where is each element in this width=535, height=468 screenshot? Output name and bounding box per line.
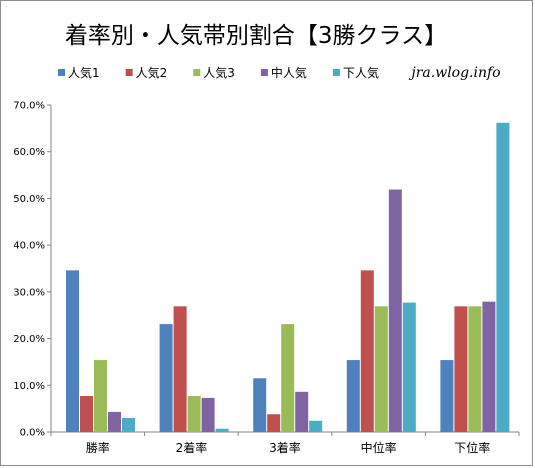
- bar-中人気-勝率: [108, 411, 121, 432]
- y-tick-label: 0.0%: [20, 428, 45, 439]
- bar-人気3-中位率: [374, 306, 388, 432]
- legend-swatch: [260, 69, 268, 76]
- legend-label: 人気2: [136, 65, 168, 80]
- bar-下人気-3着率: [309, 420, 323, 432]
- legend-label: 中人気: [271, 65, 307, 80]
- y-tick-label: 10.0%: [13, 381, 45, 392]
- bar-人気2-勝率: [80, 396, 93, 432]
- legend-swatch: [58, 69, 65, 76]
- y-tick-label: 20.0%: [13, 334, 45, 345]
- bar-人気1-中位率: [346, 360, 360, 432]
- y-tick-label: 70.0%: [13, 101, 45, 112]
- bar-中人気-3着率: [295, 391, 309, 432]
- legend-swatch: [193, 69, 201, 76]
- x-tick-label: 3着率: [269, 440, 301, 455]
- axes: 0.0% 10.0% 20.0% 30.0% 40.0% 50.0% 60.0% 70.0% 勝…: [13, 101, 520, 455]
- bar-下人気-勝率: [122, 417, 135, 432]
- legend-label: 人気3: [203, 65, 235, 80]
- bar-中人気-下位率: [482, 301, 496, 432]
- y-tick-label: 40.0%: [13, 241, 45, 252]
- bar-人気1-勝率: [66, 270, 79, 432]
- bar-下人気-2着率: [215, 428, 229, 432]
- bar-人気1-下位率: [440, 360, 454, 432]
- bar-人気1-3着率: [253, 378, 267, 432]
- bar-人気3-勝率: [94, 360, 107, 432]
- bar-人気2-中位率: [360, 270, 374, 432]
- bar-人気2-下位率: [454, 306, 468, 432]
- bar-中人気-2着率: [201, 397, 215, 432]
- bar-中人気-中位率: [388, 189, 402, 432]
- watermark-text: jra.wlog.info: [408, 65, 500, 81]
- bar-下人気-中位率: [402, 302, 416, 432]
- legend-label: 人気1: [68, 65, 100, 80]
- bar-下人気-下位率: [496, 122, 510, 432]
- x-tick-label: 下位率: [454, 440, 490, 455]
- bar-人気3-3着率: [281, 324, 295, 432]
- y-tick-label: 60.0%: [13, 147, 45, 158]
- y-tick-label: 30.0%: [13, 287, 45, 298]
- x-tick-label: 勝率: [86, 440, 110, 455]
- legend-swatch: [125, 69, 133, 76]
- y-tick-label: 50.0%: [13, 194, 45, 205]
- bar-人気3-2着率: [187, 396, 201, 432]
- legend: 人気1 人気2 人気3 中人気 下人気: [58, 65, 379, 80]
- x-tick-label: 2着率: [176, 440, 208, 455]
- bars: [66, 122, 510, 432]
- bar-人気2-2着率: [173, 306, 187, 432]
- bar-人気2-3着率: [267, 414, 281, 432]
- bar-人気3-下位率: [468, 306, 482, 432]
- x-tick-label: 中位率: [361, 440, 397, 455]
- legend-swatch: [332, 69, 340, 76]
- legend-label: 下人気: [343, 65, 379, 80]
- bar-人気1-2着率: [159, 324, 173, 432]
- chart-title: 着率別・人気帯別割合【3勝クラス】: [65, 23, 447, 49]
